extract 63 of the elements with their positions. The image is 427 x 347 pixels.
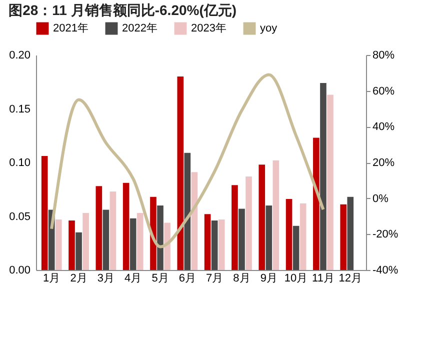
x-tick-label: 6月: [178, 272, 196, 284]
x-tick-label: 5月: [152, 272, 169, 284]
y-tick-label: 0.00: [9, 264, 30, 276]
y2-tick-label: 0%: [372, 192, 389, 205]
line-series: [50, 73, 325, 248]
x-tick-label: 8月: [233, 272, 250, 284]
x-tick-label: 11月: [312, 272, 334, 284]
bar: [258, 164, 266, 270]
bar: [102, 210, 110, 270]
y2-tick-label: -20%: [372, 228, 398, 241]
legend-label: yoy: [260, 22, 278, 35]
legend-label: 2021年: [53, 22, 88, 35]
x-tick-label: 7月: [206, 272, 224, 284]
bar: [164, 222, 170, 270]
bar: [340, 204, 347, 270]
bar: [211, 220, 218, 270]
bar: [246, 176, 252, 270]
bar: [122, 182, 130, 270]
x-tick-label: 9月: [260, 272, 278, 284]
y2-tick-label: 20%: [372, 157, 395, 169]
bar: [68, 220, 75, 270]
y-tick-label: 0.05: [9, 210, 30, 223]
legend-label: 2022年: [122, 22, 158, 35]
bar: [82, 213, 89, 270]
bar: [347, 196, 354, 270]
x-tick-label: 10月: [284, 272, 308, 284]
bar: [76, 232, 82, 270]
chart-title: 图28：11 月销售额同比-6.20%(亿元): [8, 2, 237, 18]
bar: [327, 94, 334, 270]
x-tick-label: 2月: [70, 272, 88, 284]
bar: [55, 219, 62, 270]
bar: [184, 152, 191, 270]
x-tick-label: 4月: [124, 272, 142, 284]
x-tick-label: 3月: [97, 272, 114, 284]
bar: [110, 192, 116, 270]
y-tick-label: 0.15: [9, 103, 30, 116]
bar: [292, 226, 300, 270]
y2-tick-label: -40%: [372, 264, 398, 276]
bar: [191, 172, 198, 270]
bar: [313, 138, 320, 270]
bar: [218, 219, 225, 270]
bar: [204, 214, 211, 270]
bar: [238, 208, 245, 270]
y-tick-label: 0.20: [9, 50, 30, 62]
y2-tick-label: 40%: [372, 121, 395, 134]
bar: [96, 186, 102, 270]
bar: [266, 206, 272, 270]
x-tick-label: 12月: [338, 272, 362, 284]
bar: [286, 199, 292, 270]
bar: [232, 185, 238, 270]
y2-tick-label: 60%: [372, 85, 395, 98]
y2-tick-label: 80%: [372, 50, 395, 62]
bar: [320, 82, 326, 270]
bar: [272, 160, 280, 270]
bar: [41, 156, 48, 270]
legend-label: 2023年: [191, 22, 226, 35]
bar: [300, 203, 306, 270]
bar: [136, 213, 144, 270]
bar: [177, 76, 184, 270]
bar: [157, 206, 164, 270]
bar: [130, 218, 136, 270]
y-tick-label: 0.10: [9, 157, 30, 169]
x-tick-label: 1月: [43, 272, 60, 284]
